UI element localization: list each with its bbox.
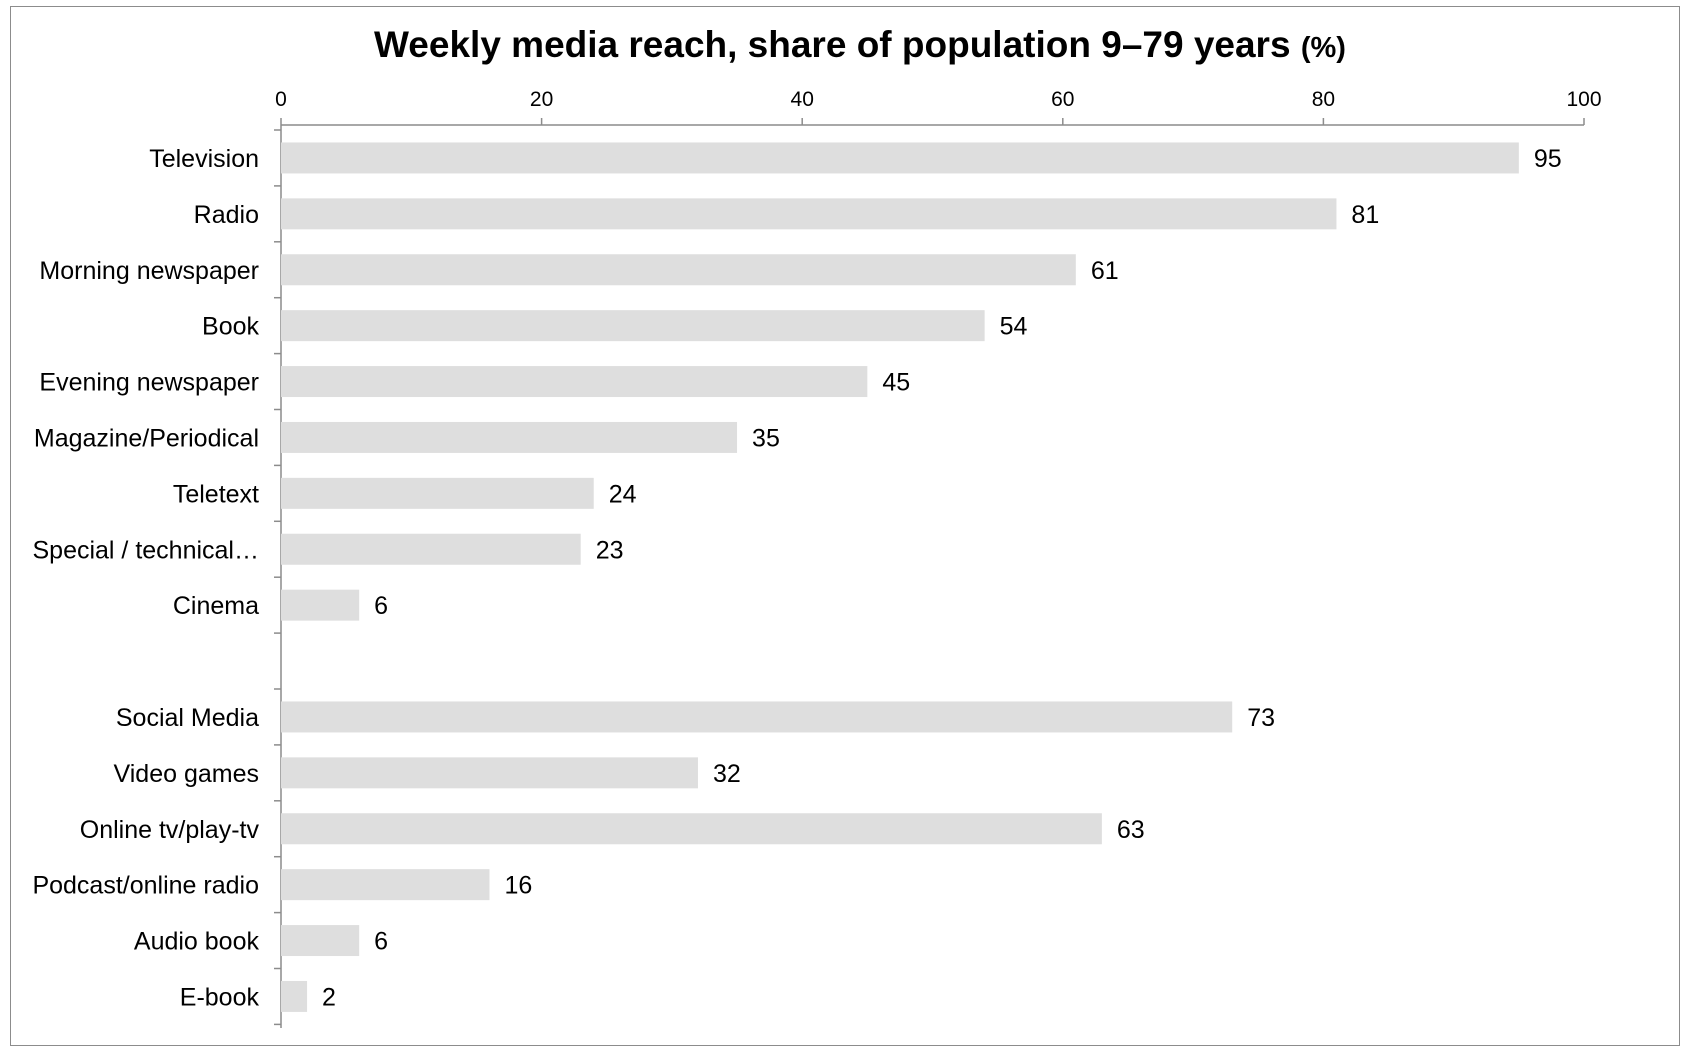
bar	[281, 366, 868, 398]
chart-title: Weekly media reach, share of population …	[0, 24, 1690, 66]
category-labels: Television Radio Morning newspaper Book Even…	[32, 145, 259, 1012]
category-label: Audio book	[134, 928, 260, 956]
data-label: 45	[882, 369, 910, 397]
category-axis	[274, 125, 282, 1028]
x-tick-label: 40	[791, 88, 814, 111]
bar	[281, 589, 360, 621]
data-label: 35	[752, 424, 780, 452]
bar	[281, 254, 1076, 286]
chart-title-unit: (%)	[1300, 32, 1346, 64]
category-label: Television	[149, 145, 259, 173]
category-label: Online tv/play-tv	[80, 816, 260, 844]
x-axis: 0 20 40 60 80 100	[275, 88, 1602, 126]
category-label: Social Media	[116, 704, 259, 732]
data-label: 24	[609, 480, 637, 508]
category-label: Cinema	[173, 592, 259, 620]
category-label: Radio	[194, 201, 259, 229]
bar	[281, 477, 594, 509]
category-label: Magazine/Periodical	[34, 424, 259, 452]
data-label: 2	[322, 983, 336, 1011]
data-label: 6	[374, 928, 388, 956]
category-label: Video games	[114, 760, 259, 788]
bar	[281, 198, 1337, 230]
bar	[281, 533, 581, 565]
category-label: Teletext	[173, 480, 259, 508]
data-label: 54	[1000, 313, 1028, 341]
bar	[281, 421, 738, 453]
category-label: Special / technical…	[32, 536, 259, 564]
category-label: Morning newspaper	[39, 257, 259, 285]
data-label: 81	[1351, 201, 1379, 229]
data-label: 95	[1534, 145, 1562, 173]
data-label: 63	[1117, 816, 1145, 844]
bar	[281, 925, 360, 957]
category-label: E-book	[180, 983, 260, 1011]
bars	[281, 142, 1519, 1012]
data-label: 73	[1247, 704, 1275, 732]
bar	[281, 310, 985, 342]
x-tick-label: 0	[275, 88, 287, 111]
x-tick-label: 80	[1312, 88, 1335, 111]
bar	[281, 757, 698, 789]
data-label: 23	[596, 536, 624, 564]
data-labels: 95 81 61 54 45 35 24 23 6 73 32 63 16 6 2	[322, 145, 1562, 1012]
category-label: Evening newspaper	[39, 369, 259, 397]
bar	[281, 813, 1102, 845]
data-label: 32	[713, 760, 741, 788]
data-label: 61	[1091, 257, 1119, 285]
x-tick-label: 20	[530, 88, 553, 111]
data-label: 6	[374, 592, 388, 620]
bar	[281, 701, 1233, 733]
category-label: Podcast/online radio	[32, 872, 259, 900]
bar	[281, 869, 490, 901]
chart-title-text: Weekly media reach, share of population …	[374, 24, 1291, 65]
bar	[281, 142, 1519, 174]
x-tick-label: 60	[1051, 88, 1074, 111]
category-label: Book	[202, 313, 259, 341]
x-tick-label: 100	[1566, 88, 1601, 111]
bar	[281, 980, 308, 1012]
data-label: 16	[504, 872, 532, 900]
